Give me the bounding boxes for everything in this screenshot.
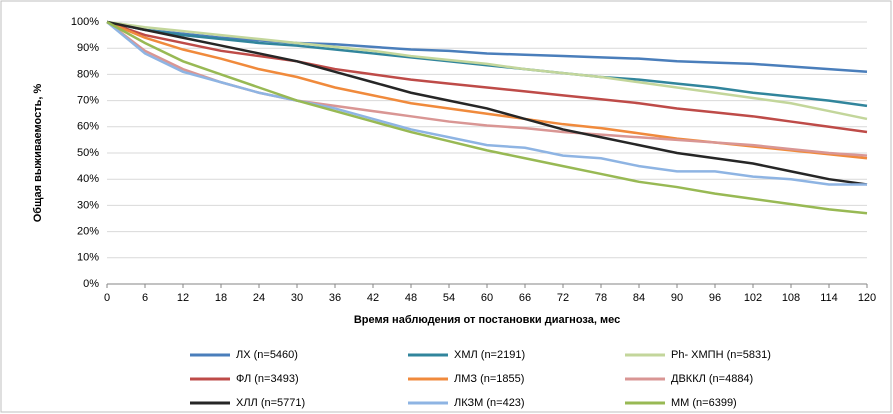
y-tick-label: 0% xyxy=(83,278,99,290)
y-tick-label: 40% xyxy=(77,173,99,185)
y-tick-label: 50% xyxy=(77,147,99,159)
x-tick-label: 96 xyxy=(709,292,721,304)
y-tick-label: 80% xyxy=(77,68,99,80)
y-tick-label: 30% xyxy=(77,199,99,211)
x-tick-label: 102 xyxy=(744,292,762,304)
series-line xyxy=(106,20,868,108)
legend-label: ФЛ (n=3493) xyxy=(236,373,299,385)
x-tick-label: 72 xyxy=(557,292,569,304)
legend-label: ДВККЛ (n=4884) xyxy=(671,373,753,385)
x-tick-label: 60 xyxy=(481,292,493,304)
x-tick-label: 18 xyxy=(215,292,227,304)
x-tick-label: 42 xyxy=(367,292,379,304)
y-tick-label: 60% xyxy=(77,121,99,133)
x-tick-label: 48 xyxy=(405,292,417,304)
legend-label: ЛХ (n=5460) xyxy=(236,349,298,361)
x-tick-label: 84 xyxy=(633,292,645,304)
y-tick-label: 70% xyxy=(77,95,99,107)
y-axis-label: Общая выживаемость, % xyxy=(32,84,44,223)
y-tick-label: 10% xyxy=(77,252,99,264)
x-tick-label: 54 xyxy=(443,292,455,304)
x-tick-label: 0 xyxy=(104,292,110,304)
y-tick-label: 100% xyxy=(71,16,99,28)
x-tick-label: 24 xyxy=(253,292,265,304)
series-line xyxy=(106,20,868,121)
legend-label: Ph- ХМПН (n=5831) xyxy=(671,349,771,361)
legend-label: ХЛЛ (n=5771) xyxy=(236,397,305,409)
x-tick-label: 30 xyxy=(291,292,303,304)
legend-label: ХМЛ (n=2191) xyxy=(454,349,525,361)
x-tick-label: 36 xyxy=(329,292,341,304)
y-tick-label: 90% xyxy=(77,42,99,54)
series-line xyxy=(106,20,868,74)
series-line xyxy=(106,21,867,186)
x-tick-label: 12 xyxy=(177,292,189,304)
x-tick-label: 114 xyxy=(820,292,838,304)
x-tick-label: 108 xyxy=(782,292,800,304)
x-tick-label: 78 xyxy=(595,292,607,304)
legend-label: ЛМЗ (n=1855) xyxy=(454,373,524,385)
x-tick-label: 6 xyxy=(142,292,148,304)
series-line xyxy=(106,20,868,186)
x-tick-label: 66 xyxy=(519,292,531,304)
x-axis-label: Время наблюдения от постановки диагноза,… xyxy=(354,314,620,326)
x-tick-label: 120 xyxy=(858,292,876,304)
y-tick-label: 20% xyxy=(77,226,99,238)
series-line xyxy=(106,20,868,215)
x-tick-label: 90 xyxy=(671,292,683,304)
legend-label: ММ (n=6399) xyxy=(671,397,737,409)
legend-label: ЛКЗМ (n=423) xyxy=(454,397,525,409)
series-line xyxy=(106,20,868,134)
